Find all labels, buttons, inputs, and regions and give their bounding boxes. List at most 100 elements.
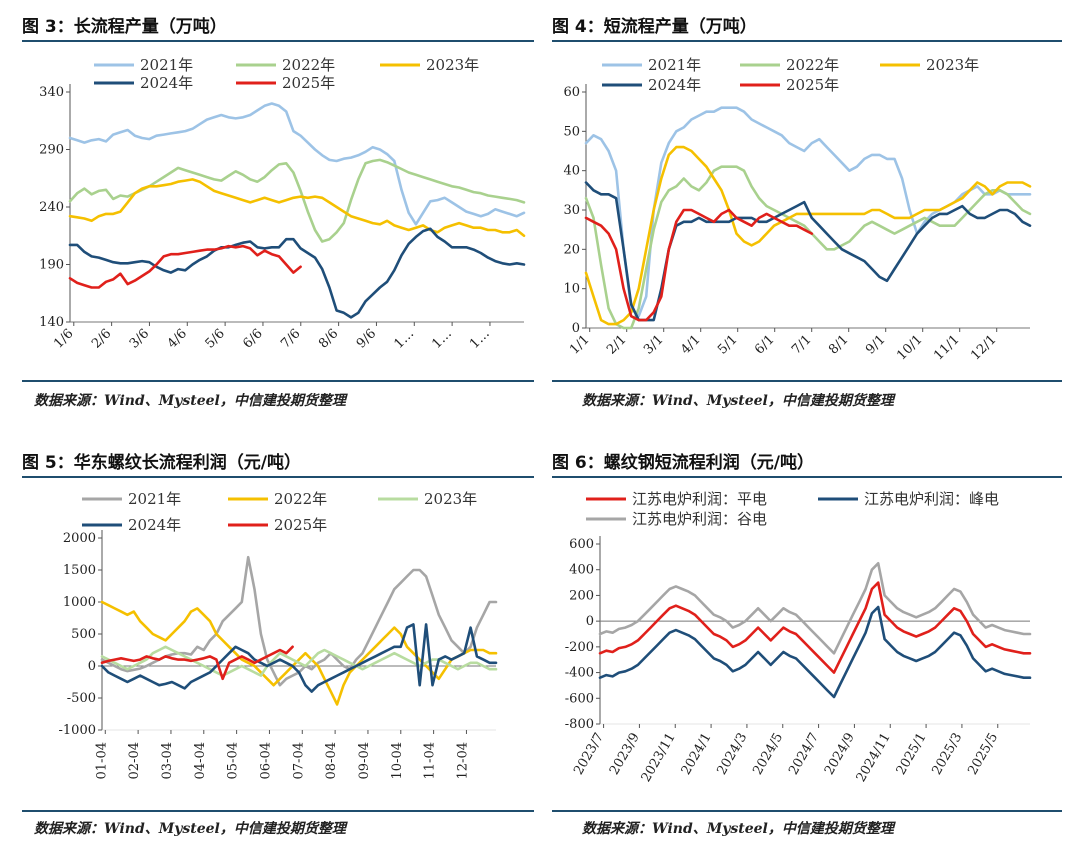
y-tick-label-c4-0: 0: [572, 321, 580, 336]
chart-fig4: 2021年 2022年 2023年 2024年 2025年 0 10 20 30 40 50 60 1/…: [563, 56, 1032, 363]
chart-title-fig4: 图 4：短流程产量（万吨）: [552, 17, 757, 37]
legend-label-c3-3: 2024年: [140, 74, 193, 92]
source-note-fig6: 数据来源：Wind、Mysteel，中信建投期货整理: [582, 821, 894, 837]
series-line-c3-2: [68, 178, 526, 238]
x-tick-label-c6-6: 2024/7: [786, 731, 822, 778]
x-tick-label-c3-9: 1…: [391, 326, 417, 352]
x-tick-label-c4-0: 1/1: [567, 332, 592, 357]
x-tick-label-c5-0: 01-04: [94, 742, 109, 779]
series-line-c4-3: [584, 181, 1032, 322]
title-rule-fig5: [22, 476, 534, 478]
x-tick-label-c6-5: 2024/5: [750, 731, 786, 778]
y-tick-label-c6-1: -600: [565, 691, 594, 706]
x-tick-label-c4-3: 4/1: [678, 332, 703, 357]
x-tick-label-c3-3: 4/6: [165, 326, 190, 351]
x-tick-label-c6-9: 2025/1: [894, 731, 930, 778]
x-tick-label-c4-6: 7/1: [789, 332, 814, 357]
y-tick-label-c6-3: -200: [565, 640, 594, 655]
series-line-c4-4: [584, 208, 814, 322]
legend-label-c5-4: 2025年: [274, 516, 327, 534]
x-tick-label-c5-1: 02-04: [127, 742, 142, 779]
x-tick-label-c6-3: 2024/1: [679, 731, 715, 778]
x-tick-label-c6-11: 2025/5: [965, 731, 1001, 778]
x-tick-label-c4-10: 11/1: [931, 332, 962, 363]
title-rule-fig6: [552, 476, 1062, 478]
source-note-fig3: 数据来源：Wind、Mysteel，中信建投期货整理: [34, 393, 346, 409]
x-tick-label-c4-4: 5/1: [715, 332, 740, 357]
x-tick-label-c3-1: 2/6: [89, 326, 114, 351]
series-line-c6-2: [598, 562, 1032, 655]
y-tick-label-c4-5: 50: [563, 124, 580, 139]
source-note-fig5: 数据来源：Wind、Mysteel，中信建投期货整理: [34, 821, 346, 837]
bottom-rule-fig5: [22, 810, 534, 812]
y-tick-label-c6-5: 200: [569, 588, 594, 603]
y-tick-label-c4-1: 10: [563, 282, 580, 297]
x-tick-label-c5-11: 12-04: [455, 742, 470, 779]
x-tick-label-c3-10: 1…: [429, 326, 455, 352]
x-tick-label-c3-5: 6/6: [240, 326, 265, 351]
y-tick-label-c6-4: 0: [586, 614, 594, 629]
y-tick-label-c5-3: 500: [71, 627, 96, 642]
x-tick-label-c6-1: 2023/9: [607, 731, 643, 778]
series-line-c6-0: [598, 581, 1032, 674]
x-tick-label-c3-0: 1/6: [51, 326, 76, 351]
x-tick-label-c4-5: 6/1: [752, 332, 777, 357]
chart-fig3: 2021年 2022年 2023年 2024年 2025年 140 190 240 290 340…: [39, 56, 526, 352]
y-tick-label-c5-2: 0: [88, 659, 96, 674]
x-tick-label-c3-6: 7/6: [278, 326, 303, 351]
x-tick-label-c6-0: 2023/7: [571, 731, 607, 778]
y-tick-label-c3-3: 290: [39, 143, 64, 158]
y-tick-label-c3-1: 190: [39, 258, 64, 273]
series-line-c3-4: [68, 244, 302, 289]
x-tick-label-c4-2: 3/1: [641, 332, 666, 357]
x-tick-label-c5-8: 09-04: [357, 742, 372, 779]
x-tick-label-c4-1: 2/1: [604, 332, 629, 357]
series-line-c3-3: [68, 227, 526, 319]
legend-label-c4-2: 2023年: [926, 56, 979, 74]
legend-label-c4-1: 2022年: [786, 56, 839, 74]
bottom-rule-fig6: [552, 810, 1062, 812]
legend-label-c5-3: 2024年: [128, 516, 181, 534]
y-tick-label-c6-0: -800: [565, 717, 594, 732]
chart-title-fig5: 图 5：华东螺纹长流程利润（元/吨）: [22, 453, 301, 473]
y-tick-label-c6-6: 400: [569, 563, 594, 578]
title-rule-fig3: [22, 40, 534, 42]
x-tick-label-c4-7: 8/1: [826, 332, 851, 357]
y-tick-label-c5-5: 1500: [63, 563, 96, 578]
legend-label-c5-1: 2022年: [274, 490, 327, 508]
x-tick-label-c3-2: 3/6: [127, 326, 152, 351]
x-tick-label-c5-4: 05-04: [226, 742, 241, 779]
chart-title-fig6: 图 6：螺纹钢短流程利润（元/吨）: [552, 453, 814, 473]
x-tick-label-c5-6: 07-04: [291, 742, 306, 779]
y-tick-label-c5-6: 2000: [63, 531, 96, 546]
x-tick-label-c5-10: 11-04: [423, 742, 438, 779]
x-tick-label-c3-7: 8/6: [316, 326, 341, 351]
x-tick-label-c3-4: 5/6: [203, 326, 228, 351]
x-tick-label-c3-8: 9/6: [354, 326, 379, 351]
y-tick-label-c5-4: 1000: [63, 595, 96, 610]
x-tick-label-c5-2: 03-04: [160, 742, 175, 779]
series-line-c4-1: [584, 165, 1032, 330]
y-tick-label-c4-3: 30: [563, 203, 580, 218]
legend-label-c3-0: 2021年: [140, 56, 193, 74]
y-tick-label-c4-2: 20: [563, 242, 580, 257]
x-tick-label-c6-4: 2024/3: [715, 731, 751, 778]
x-tick-label-c4-11: 12/1: [968, 332, 999, 363]
legend-label-c4-3: 2024年: [648, 76, 701, 94]
source-note-fig4: 数据来源：Wind、Mysteel，中信建投期货整理: [582, 393, 894, 409]
x-tick-label-c6-10: 2025/3: [930, 731, 966, 778]
y-tick-label-c4-6: 60: [563, 85, 580, 100]
legend-label-c3-2: 2023年: [426, 56, 479, 74]
y-tick-label-c3-2: 240: [39, 200, 64, 215]
legend-label-c3-1: 2022年: [282, 56, 335, 74]
legend-label-c5-0: 2021年: [128, 490, 181, 508]
y-tick-label-c5-1: -500: [67, 691, 96, 706]
x-tick-label-c5-9: 10-04: [390, 742, 405, 779]
title-rule-fig4: [552, 40, 1062, 42]
y-tick-label-c3-0: 140: [39, 315, 64, 330]
x-tick-label-c5-3: 04-04: [193, 742, 208, 779]
legend-label-c6-1: 江苏电炉利润：峰电: [864, 490, 999, 508]
legend-label-c4-4: 2025年: [786, 76, 839, 94]
y-tick-label-c5-0: -1000: [59, 723, 96, 738]
